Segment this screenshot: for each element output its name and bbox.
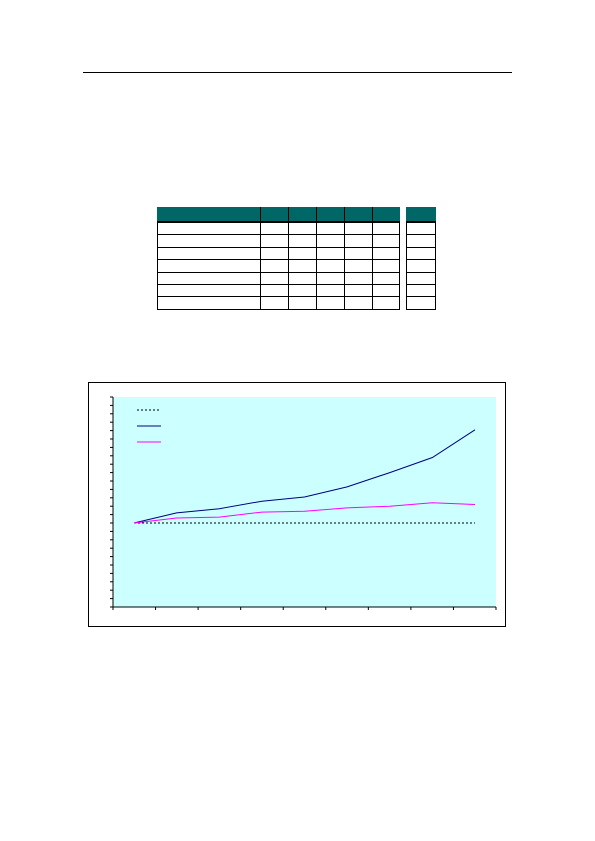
table-cell <box>157 235 260 248</box>
table-cell <box>344 223 372 236</box>
table-cell <box>372 247 400 261</box>
table-divider <box>260 207 261 221</box>
table-cell <box>344 247 372 261</box>
table-divider <box>344 207 345 221</box>
table-divider <box>157 221 400 223</box>
table-header-cell <box>260 207 288 221</box>
table-cell <box>157 272 260 285</box>
table-cell <box>157 285 260 298</box>
table-header-cell <box>372 207 400 221</box>
table-cell <box>372 235 400 248</box>
table-cell <box>260 285 288 298</box>
table-cell <box>260 223 288 236</box>
table-cell <box>406 285 436 298</box>
table-cell <box>316 285 344 298</box>
table-cell <box>288 260 316 273</box>
table-cell <box>406 223 436 236</box>
header-rule <box>83 72 512 73</box>
table-cell <box>316 272 344 285</box>
table-cell <box>372 272 400 285</box>
table-cell <box>288 297 316 310</box>
table-cell <box>316 260 344 273</box>
table-cell <box>316 223 344 236</box>
table-cell <box>157 223 260 236</box>
table-cell <box>260 272 288 285</box>
table-divider <box>288 207 289 221</box>
plot-area <box>113 397 496 607</box>
table-cell <box>344 235 372 248</box>
table-cell <box>406 247 436 261</box>
table-cell <box>344 272 372 285</box>
table-cell <box>406 297 436 310</box>
series-line-3 <box>133 502 476 524</box>
table-cell <box>288 247 316 261</box>
table-cell <box>372 285 400 298</box>
table-cell <box>288 285 316 298</box>
table-cell <box>157 247 260 261</box>
table-cell <box>344 285 372 298</box>
table-cell <box>316 235 344 248</box>
table-cell <box>288 272 316 285</box>
table-cell <box>157 297 260 310</box>
table-cell <box>260 247 288 261</box>
table-cell <box>372 223 400 236</box>
table-cell <box>157 260 260 273</box>
table-header-cell <box>288 207 316 221</box>
table-header-cell <box>157 207 260 221</box>
table-cell <box>406 235 436 248</box>
table-cell <box>260 260 288 273</box>
table-header-cell <box>406 207 436 221</box>
series-line-2 <box>133 429 476 524</box>
table-header-cell <box>316 207 344 221</box>
table-cell <box>406 260 436 273</box>
table-cell <box>372 297 400 310</box>
table-divider <box>372 207 373 221</box>
table-header-cell <box>344 207 372 221</box>
table-cell <box>288 223 316 236</box>
table-cell <box>288 235 316 248</box>
table-cell <box>260 235 288 248</box>
table-divider <box>406 221 436 223</box>
table-cell <box>344 260 372 273</box>
table-cell <box>316 297 344 310</box>
table-cell <box>406 272 436 285</box>
table-cell <box>344 297 372 310</box>
table-divider <box>316 207 317 221</box>
data-table <box>157 207 436 310</box>
table-cell <box>316 247 344 261</box>
table-cell <box>372 260 400 273</box>
table-cell <box>260 297 288 310</box>
